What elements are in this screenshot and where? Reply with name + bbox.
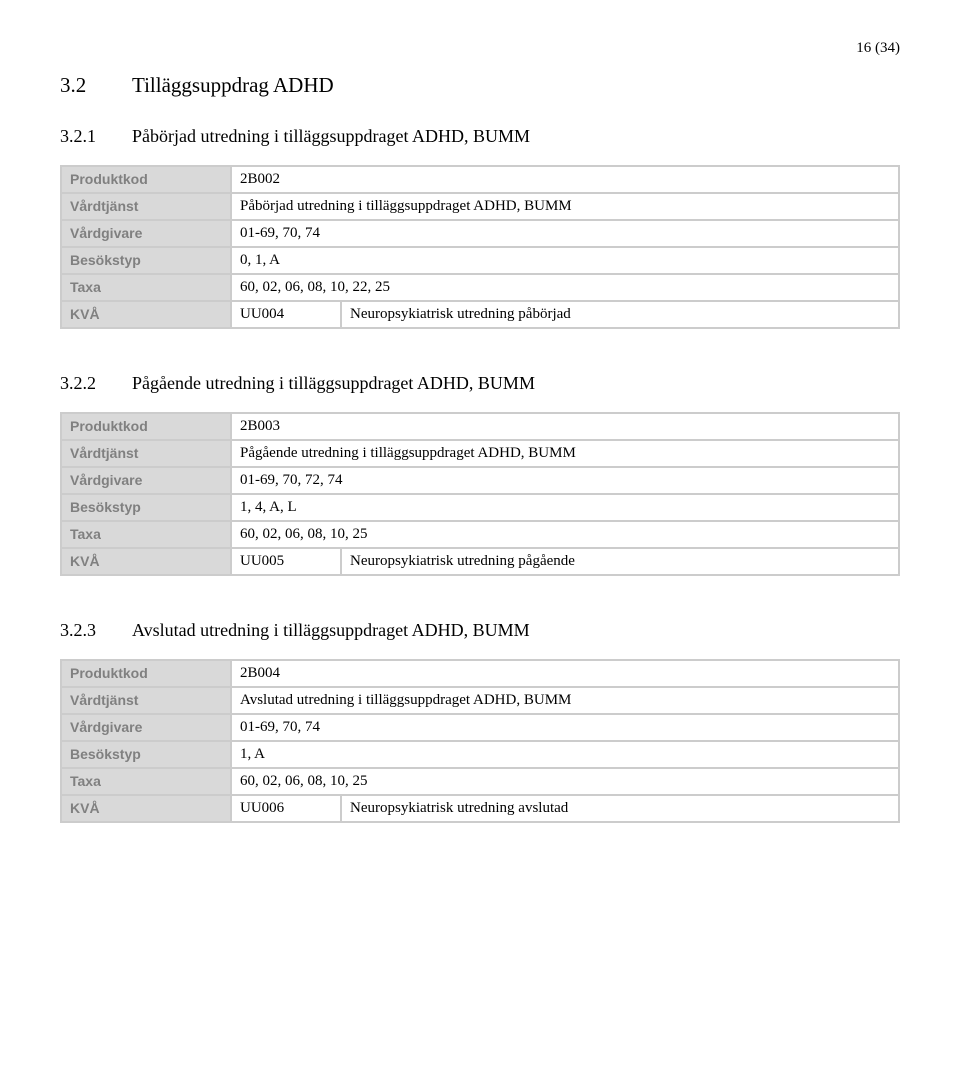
label-besokstyp: Besökstyp	[62, 742, 230, 767]
value-produktkod: 2B002	[232, 167, 898, 192]
heading-3-2-num: 3.2	[60, 73, 132, 98]
table-row: Besökstyp 0, 1, A	[62, 248, 898, 273]
table-row: Vårdgivare 01-69, 70, 74	[62, 221, 898, 246]
heading-3-2-1-text: Påbörjad utredning i tilläggsuppdraget A…	[132, 126, 530, 146]
value-kva-code: UU005	[232, 549, 340, 574]
heading-3-2-3-text: Avslutad utredning i tilläggsuppdraget A…	[132, 620, 530, 640]
table-row: Besökstyp 1, A	[62, 742, 898, 767]
heading-3-2-3-num: 3.2.3	[60, 620, 132, 641]
table-row: Vårdtjänst Avslutad utredning i tilläggs…	[62, 688, 898, 713]
label-besokstyp: Besökstyp	[62, 495, 230, 520]
label-vardgivare: Vårdgivare	[62, 221, 230, 246]
value-produktkod: 2B003	[232, 414, 898, 439]
table-row: Taxa 60, 02, 06, 08, 10, 25	[62, 769, 898, 794]
value-produktkod: 2B004	[232, 661, 898, 686]
label-besokstyp: Besökstyp	[62, 248, 230, 273]
label-vardgivare: Vårdgivare	[62, 468, 230, 493]
heading-3-2-text: Tilläggsuppdrag ADHD	[132, 73, 334, 97]
label-taxa: Taxa	[62, 769, 230, 794]
value-kva-desc: Neuropsykiatrisk utredning pågående	[342, 549, 898, 574]
table-row: KVÅ UU005 Neuropsykiatrisk utredning påg…	[62, 549, 898, 574]
definition-table-3: Produktkod 2B004 Vårdtjänst Avslutad utr…	[60, 659, 900, 823]
section-3-2-2: 3.2.2Pågående utredning i tilläggsuppdra…	[60, 373, 900, 576]
label-kva: KVÅ	[62, 302, 230, 327]
heading-3-2-1-num: 3.2.1	[60, 126, 132, 147]
table-row: Vårdtjänst Påbörjad utredning i tilläggs…	[62, 194, 898, 219]
table-row: KVÅ UU004 Neuropsykiatrisk utredning påb…	[62, 302, 898, 327]
value-vardtjanst: Avslutad utredning i tilläggsuppdraget A…	[232, 688, 898, 713]
label-produktkod: Produktkod	[62, 414, 230, 439]
label-vardtjanst: Vårdtjänst	[62, 194, 230, 219]
table-row: KVÅ UU006 Neuropsykiatrisk utredning avs…	[62, 796, 898, 821]
heading-3-2-3: 3.2.3Avslutad utredning i tilläggsuppdra…	[60, 620, 900, 641]
label-vardgivare: Vårdgivare	[62, 715, 230, 740]
value-besokstyp: 1, A	[232, 742, 898, 767]
label-vardtjanst: Vårdtjänst	[62, 688, 230, 713]
label-kva: KVÅ	[62, 549, 230, 574]
value-taxa: 60, 02, 06, 08, 10, 22, 25	[232, 275, 898, 300]
label-vardtjanst: Vårdtjänst	[62, 441, 230, 466]
heading-3-2-1: 3.2.1Påbörjad utredning i tilläggsuppdra…	[60, 126, 900, 147]
value-vardtjanst: Pågående utredning i tilläggsuppdraget A…	[232, 441, 898, 466]
section-3-2-3: 3.2.3Avslutad utredning i tilläggsuppdra…	[60, 620, 900, 823]
table-row: Vårdgivare 01-69, 70, 72, 74	[62, 468, 898, 493]
heading-3-2-2: 3.2.2Pågående utredning i tilläggsuppdra…	[60, 373, 900, 394]
table-row: Vårdgivare 01-69, 70, 74	[62, 715, 898, 740]
value-taxa: 60, 02, 06, 08, 10, 25	[232, 522, 898, 547]
table-row: Vårdtjänst Pågående utredning i tilläggs…	[62, 441, 898, 466]
value-kva-desc: Neuropsykiatrisk utredning påbörjad	[342, 302, 898, 327]
table-row: Produktkod 2B004	[62, 661, 898, 686]
label-produktkod: Produktkod	[62, 167, 230, 192]
value-vardgivare: 01-69, 70, 74	[232, 221, 898, 246]
value-besokstyp: 1, 4, A, L	[232, 495, 898, 520]
table-row: Produktkod 2B003	[62, 414, 898, 439]
value-vardtjanst: Påbörjad utredning i tilläggsuppdraget A…	[232, 194, 898, 219]
definition-table-2: Produktkod 2B003 Vårdtjänst Pågående utr…	[60, 412, 900, 576]
table-row: Besökstyp 1, 4, A, L	[62, 495, 898, 520]
page-number: 16 (34)	[60, 40, 900, 57]
value-kva-code: UU006	[232, 796, 340, 821]
table-row: Taxa 60, 02, 06, 08, 10, 25	[62, 522, 898, 547]
section-3-2-1: 3.2.1Påbörjad utredning i tilläggsuppdra…	[60, 126, 900, 329]
heading-3-2-2-text: Pågående utredning i tilläggsuppdraget A…	[132, 373, 535, 393]
value-vardgivare: 01-69, 70, 72, 74	[232, 468, 898, 493]
label-taxa: Taxa	[62, 522, 230, 547]
value-vardgivare: 01-69, 70, 74	[232, 715, 898, 740]
heading-3-2-2-num: 3.2.2	[60, 373, 132, 394]
label-taxa: Taxa	[62, 275, 230, 300]
definition-table-1: Produktkod 2B002 Vårdtjänst Påbörjad utr…	[60, 165, 900, 329]
heading-3-2: 3.2Tilläggsuppdrag ADHD	[60, 73, 900, 98]
table-row: Taxa 60, 02, 06, 08, 10, 22, 25	[62, 275, 898, 300]
value-taxa: 60, 02, 06, 08, 10, 25	[232, 769, 898, 794]
value-kva-desc: Neuropsykiatrisk utredning avslutad	[342, 796, 898, 821]
label-kva: KVÅ	[62, 796, 230, 821]
label-produktkod: Produktkod	[62, 661, 230, 686]
value-kva-code: UU004	[232, 302, 340, 327]
table-row: Produktkod 2B002	[62, 167, 898, 192]
value-besokstyp: 0, 1, A	[232, 248, 898, 273]
